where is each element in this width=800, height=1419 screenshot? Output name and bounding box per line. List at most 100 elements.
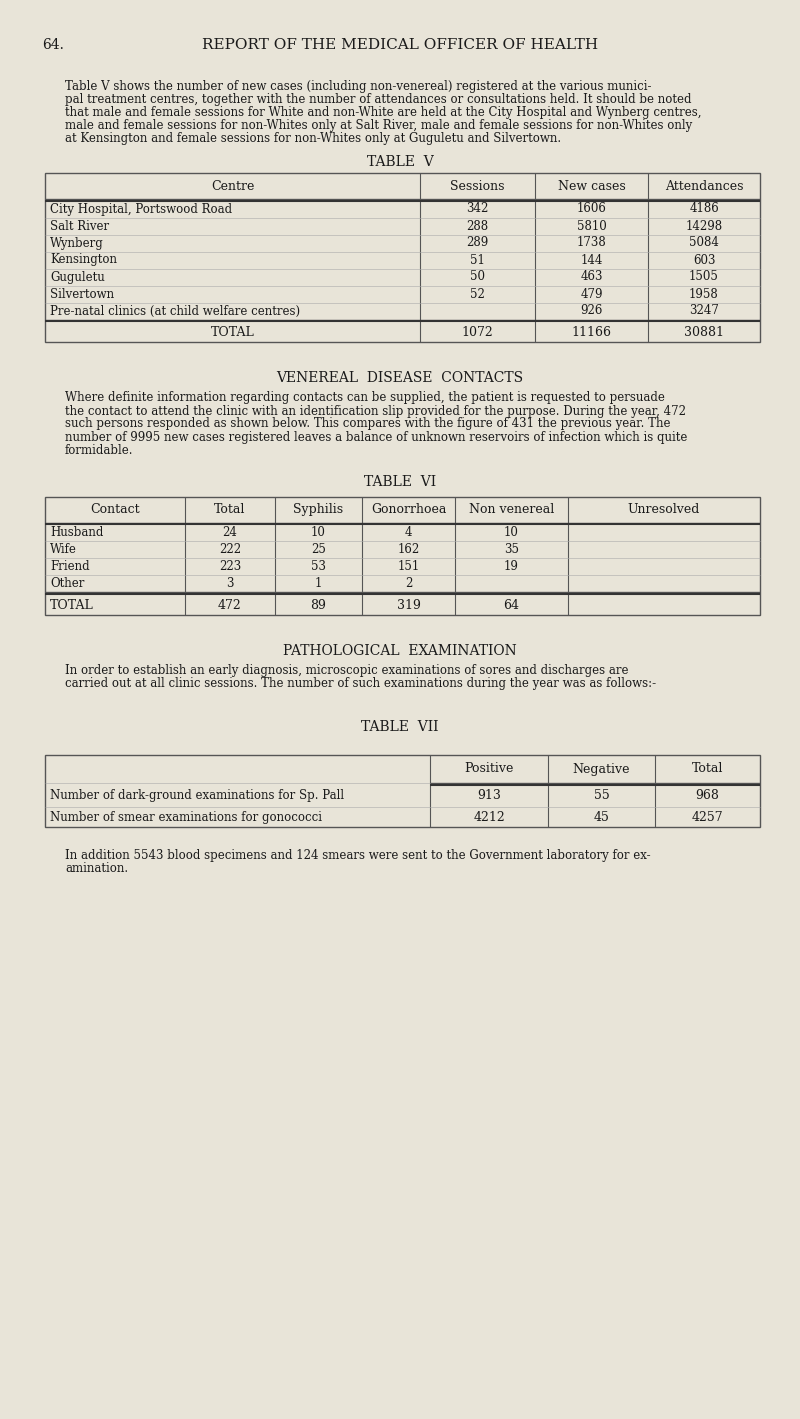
Text: Husband: Husband bbox=[50, 526, 103, 539]
Text: Centre: Centre bbox=[211, 179, 254, 193]
Text: 223: 223 bbox=[219, 561, 241, 573]
Text: 50: 50 bbox=[470, 271, 485, 284]
Text: Salt River: Salt River bbox=[50, 220, 109, 233]
Text: TOTAL: TOTAL bbox=[210, 326, 254, 339]
Text: at Kensington and female sessions for non-Whites only at Guguletu and Silvertown: at Kensington and female sessions for no… bbox=[65, 132, 561, 145]
Text: 4186: 4186 bbox=[689, 203, 719, 216]
Text: pal treatment centres, together with the number of attendances or consultations : pal treatment centres, together with the… bbox=[65, 94, 691, 106]
Text: 1606: 1606 bbox=[577, 203, 606, 216]
Text: that male and female sessions for White and non-White are held at the City Hospi: that male and female sessions for White … bbox=[65, 106, 702, 119]
Bar bbox=[45, 173, 760, 342]
Text: 1505: 1505 bbox=[689, 271, 719, 284]
Text: Friend: Friend bbox=[50, 561, 90, 573]
Text: 342: 342 bbox=[466, 203, 489, 216]
Text: New cases: New cases bbox=[558, 179, 626, 193]
Text: 913: 913 bbox=[477, 789, 501, 802]
Text: Where definite information regarding contacts can be supplied, the patient is re: Where definite information regarding con… bbox=[65, 392, 665, 404]
Text: 30881: 30881 bbox=[684, 326, 724, 339]
Text: TOTAL: TOTAL bbox=[50, 599, 94, 612]
Text: City Hospital, Portswood Road: City Hospital, Portswood Road bbox=[50, 203, 232, 216]
Text: Sessions: Sessions bbox=[450, 179, 505, 193]
Text: Syphilis: Syphilis bbox=[294, 502, 343, 517]
Text: Positive: Positive bbox=[464, 762, 514, 776]
Text: Pre-natal clinics (at child welfare centres): Pre-natal clinics (at child welfare cent… bbox=[50, 305, 300, 318]
Text: Wynberg: Wynberg bbox=[50, 237, 104, 250]
Text: 288: 288 bbox=[466, 220, 489, 233]
Text: TABLE  V: TABLE V bbox=[366, 155, 434, 169]
Text: 24: 24 bbox=[222, 526, 238, 539]
Text: male and female sessions for non-Whites only at Salt River, male and female sess: male and female sessions for non-Whites … bbox=[65, 119, 692, 132]
Text: Gonorrhoea: Gonorrhoea bbox=[371, 502, 446, 517]
Text: number of 9995 new cases registered leaves a balance of unknown reservoirs of in: number of 9995 new cases registered leav… bbox=[65, 430, 687, 444]
Text: Table V shows the number of new cases (including non-venereal) registered at the: Table V shows the number of new cases (i… bbox=[65, 79, 651, 94]
Text: 289: 289 bbox=[466, 237, 489, 250]
Text: 10: 10 bbox=[504, 526, 519, 539]
Text: PATHOLOGICAL  EXAMINATION: PATHOLOGICAL EXAMINATION bbox=[283, 644, 517, 658]
Text: 64: 64 bbox=[503, 599, 519, 612]
Text: 926: 926 bbox=[580, 305, 602, 318]
Text: 11166: 11166 bbox=[571, 326, 611, 339]
Text: VENEREAL  DISEASE  CONTACTS: VENEREAL DISEASE CONTACTS bbox=[277, 372, 523, 386]
Text: 5084: 5084 bbox=[689, 237, 719, 250]
Text: Wife: Wife bbox=[50, 543, 77, 556]
Text: formidable.: formidable. bbox=[65, 444, 134, 457]
Text: 222: 222 bbox=[219, 543, 241, 556]
Text: carried out at all clinic sessions. The number of such examinations during the y: carried out at all clinic sessions. The … bbox=[65, 677, 656, 690]
Text: Total: Total bbox=[692, 762, 723, 776]
Text: Unresolved: Unresolved bbox=[628, 502, 700, 517]
Text: 10: 10 bbox=[311, 526, 326, 539]
Text: 463: 463 bbox=[580, 271, 602, 284]
Text: 144: 144 bbox=[580, 254, 602, 267]
Text: 53: 53 bbox=[311, 561, 326, 573]
Text: 4212: 4212 bbox=[473, 812, 505, 824]
Text: 19: 19 bbox=[504, 561, 519, 573]
Text: 64.: 64. bbox=[42, 38, 64, 53]
Text: Other: Other bbox=[50, 578, 84, 590]
Text: In order to establish an early diagnosis, microscopic examinations of sores and : In order to establish an early diagnosis… bbox=[65, 664, 629, 677]
Bar bbox=[45, 755, 760, 827]
Text: 968: 968 bbox=[695, 789, 719, 802]
Text: 35: 35 bbox=[504, 543, 519, 556]
Text: 14298: 14298 bbox=[686, 220, 722, 233]
Text: 3247: 3247 bbox=[689, 305, 719, 318]
Text: Number of smear examinations for gonococci: Number of smear examinations for gonococ… bbox=[50, 812, 322, 824]
Text: Silvertown: Silvertown bbox=[50, 288, 114, 301]
Text: 55: 55 bbox=[594, 789, 610, 802]
Text: such persons responded as shown below. This compares with the figure of 431 the : such persons responded as shown below. T… bbox=[65, 417, 670, 430]
Text: 479: 479 bbox=[580, 288, 602, 301]
Text: Contact: Contact bbox=[90, 502, 140, 517]
Bar bbox=[45, 497, 760, 614]
Text: 603: 603 bbox=[693, 254, 715, 267]
Text: Attendances: Attendances bbox=[665, 179, 743, 193]
Text: Total: Total bbox=[214, 502, 246, 517]
Text: 1958: 1958 bbox=[689, 288, 719, 301]
Text: 5810: 5810 bbox=[577, 220, 606, 233]
Text: 151: 151 bbox=[398, 561, 420, 573]
Text: TABLE  VII: TABLE VII bbox=[362, 719, 438, 734]
Text: 51: 51 bbox=[470, 254, 485, 267]
Text: 1: 1 bbox=[315, 578, 322, 590]
Text: 319: 319 bbox=[397, 599, 421, 612]
Text: 25: 25 bbox=[311, 543, 326, 556]
Text: 52: 52 bbox=[470, 288, 485, 301]
Text: In addition 5543 blood specimens and 124 smears were sent to the Government labo: In addition 5543 blood specimens and 124… bbox=[65, 849, 650, 861]
Text: 2: 2 bbox=[405, 578, 412, 590]
Text: 89: 89 bbox=[310, 599, 326, 612]
Text: Guguletu: Guguletu bbox=[50, 271, 105, 284]
Text: TABLE  VI: TABLE VI bbox=[364, 474, 436, 488]
Text: 1738: 1738 bbox=[577, 237, 606, 250]
Text: 4: 4 bbox=[405, 526, 412, 539]
Text: Kensington: Kensington bbox=[50, 254, 117, 267]
Text: 472: 472 bbox=[218, 599, 242, 612]
Text: REPORT OF THE MEDICAL OFFICER OF HEALTH: REPORT OF THE MEDICAL OFFICER OF HEALTH bbox=[202, 38, 598, 53]
Text: 45: 45 bbox=[594, 812, 610, 824]
Text: 162: 162 bbox=[398, 543, 420, 556]
Text: Number of dark-ground examinations for Sp. Pall: Number of dark-ground examinations for S… bbox=[50, 789, 344, 802]
Text: the contact to attend the clinic with an identification slip provided for the pu: the contact to attend the clinic with an… bbox=[65, 404, 686, 417]
Text: Negative: Negative bbox=[573, 762, 630, 776]
Text: Non venereal: Non venereal bbox=[469, 502, 554, 517]
Text: 1072: 1072 bbox=[462, 326, 494, 339]
Text: 3: 3 bbox=[226, 578, 234, 590]
Text: 4257: 4257 bbox=[692, 812, 723, 824]
Text: amination.: amination. bbox=[65, 861, 128, 876]
